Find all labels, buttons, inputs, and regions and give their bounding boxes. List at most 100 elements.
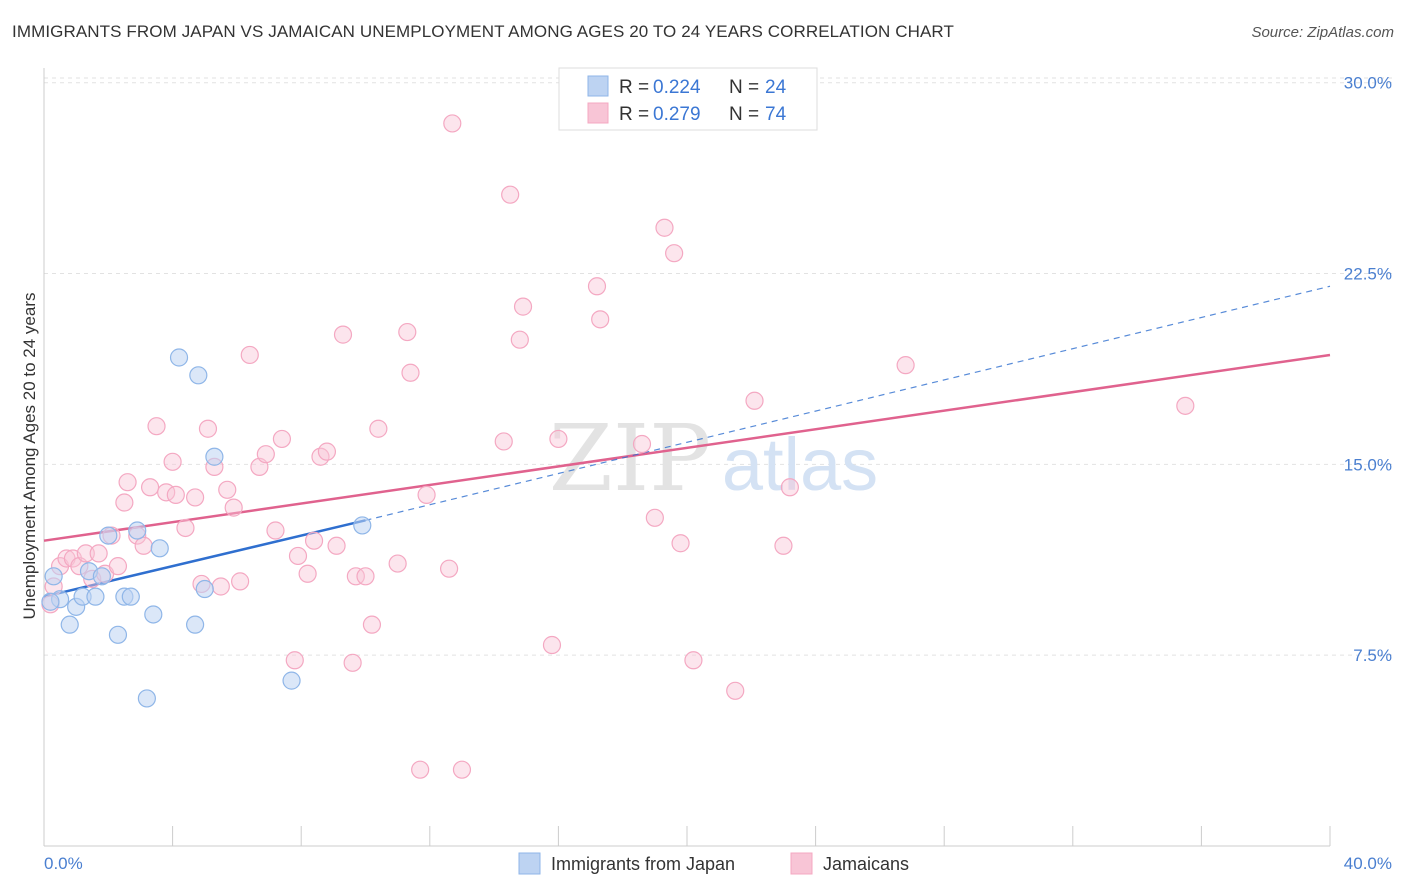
point-jamaicans [198,419,218,438]
point-japan [41,592,60,611]
legend-r-japan: 0.224 [653,77,701,98]
data-points [41,114,1195,779]
point-jamaicans [417,485,436,504]
point-japan [137,689,156,708]
point-jamaicans [684,651,703,670]
point-jamaicans [134,536,153,555]
point-jamaicans [266,521,285,540]
point-jamaicans [671,534,690,553]
point-japan [195,579,214,599]
point-jamaicans [285,651,304,670]
y-tick-label: 30.0% [1344,74,1392,93]
point-jamaicans [140,478,160,497]
point-jamaicans [726,681,745,700]
bottom-legend-jamaicans: Jamaicans [823,854,909,874]
y-tick-label: 22.5% [1344,265,1392,284]
y-tick-label: 7.5% [1353,646,1392,665]
point-jamaicans [118,473,137,492]
point-jamaicans [256,445,275,464]
point-jamaicans [774,536,793,555]
point-japan [108,625,128,644]
point-jamaicans [108,557,128,576]
point-jamaicans [288,546,308,566]
bottom-legend-swatch-japan [518,852,541,875]
point-jamaicans [327,536,346,555]
point-jamaicans [240,345,259,365]
point-jamaicans [76,544,95,563]
point-jamaicans [333,325,353,344]
point-japan [205,447,224,466]
legend-r-label: R = [619,77,649,98]
point-jamaicans [231,572,250,591]
legend-n-jamaicans: 74 [765,104,787,125]
point-jamaicans [780,478,799,497]
y-tick-labels: 7.5% 15.0% 22.5% 30.0% [1344,74,1392,665]
point-jamaicans [591,310,610,329]
y-tick-label: 15.0% [1344,455,1392,474]
point-jamaicans [439,559,459,578]
point-jamaicans [388,554,407,573]
point-jamaicans [343,653,362,672]
point-japan [282,671,301,690]
legend-r-jamaicans: 0.279 [653,104,701,125]
chart-title: IMMIGRANTS FROM JAPAN VS JAMAICAN UNEMPL… [12,22,954,41]
point-jamaicans [356,567,375,586]
point-jamaicans [186,488,205,507]
point-jamaicans [176,518,195,538]
legend-n-japan: 24 [765,77,787,98]
legend-swatch-jamaicans [587,102,609,124]
point-jamaicans [398,322,417,342]
point-jamaicans [346,567,365,586]
point-japan [60,615,79,634]
point-japan [144,605,163,624]
point-jamaicans [317,442,337,461]
point-jamaicans [443,114,462,133]
point-jamaicans [89,544,108,563]
watermark-atlas: atlas [722,423,878,506]
point-jamaicans [542,635,562,655]
point-jamaicans [163,452,182,471]
legend-r-label: R = [619,104,649,125]
trend-line-japan-extended [365,285,1331,521]
watermark-zip: ZIP [549,405,711,512]
y-axis-label: Unemployment Among Ages 20 to 24 years [20,293,39,620]
point-jamaicans [224,498,243,517]
point-jamaicans [645,508,664,527]
legend-n-label: N = [729,77,759,98]
point-jamaicans [1176,396,1195,415]
point-japan [128,521,147,540]
point-japan [92,567,111,586]
point-jamaicans [411,760,430,779]
point-japan [121,587,140,606]
point-japan [169,348,189,367]
gridlines [44,77,1392,656]
point-jamaicans [362,615,382,634]
point-japan [353,516,372,535]
point-jamaicans [510,330,529,349]
point-jamaicans [665,244,684,263]
point-jamaicans [494,432,513,451]
point-jamaicans [298,564,317,583]
point-japan [186,615,205,634]
bottom-legend: Immigrants from Japan Jamaicans [518,852,909,875]
point-jamaicans [147,417,166,436]
point-jamaicans [369,419,388,438]
x-tick-label: 40.0% [1344,854,1392,873]
point-jamaicans [452,760,472,779]
trend-line-jamaicans [43,353,1331,542]
point-japan [86,587,105,606]
point-jamaicans [166,485,185,504]
legend-swatch-japan [587,75,609,97]
axes [43,68,1331,847]
point-jamaicans [745,391,764,410]
point-japan [150,539,169,558]
x-tick-labels: 0.0% 40.0% [44,854,1392,873]
point-jamaicans [501,185,520,204]
bottom-legend-japan: Immigrants from Japan [551,854,735,874]
point-jamaicans [632,434,652,454]
point-jamaicans [655,218,674,237]
point-japan [189,366,208,385]
point-jamaicans [513,297,533,316]
point-jamaicans [401,363,420,382]
